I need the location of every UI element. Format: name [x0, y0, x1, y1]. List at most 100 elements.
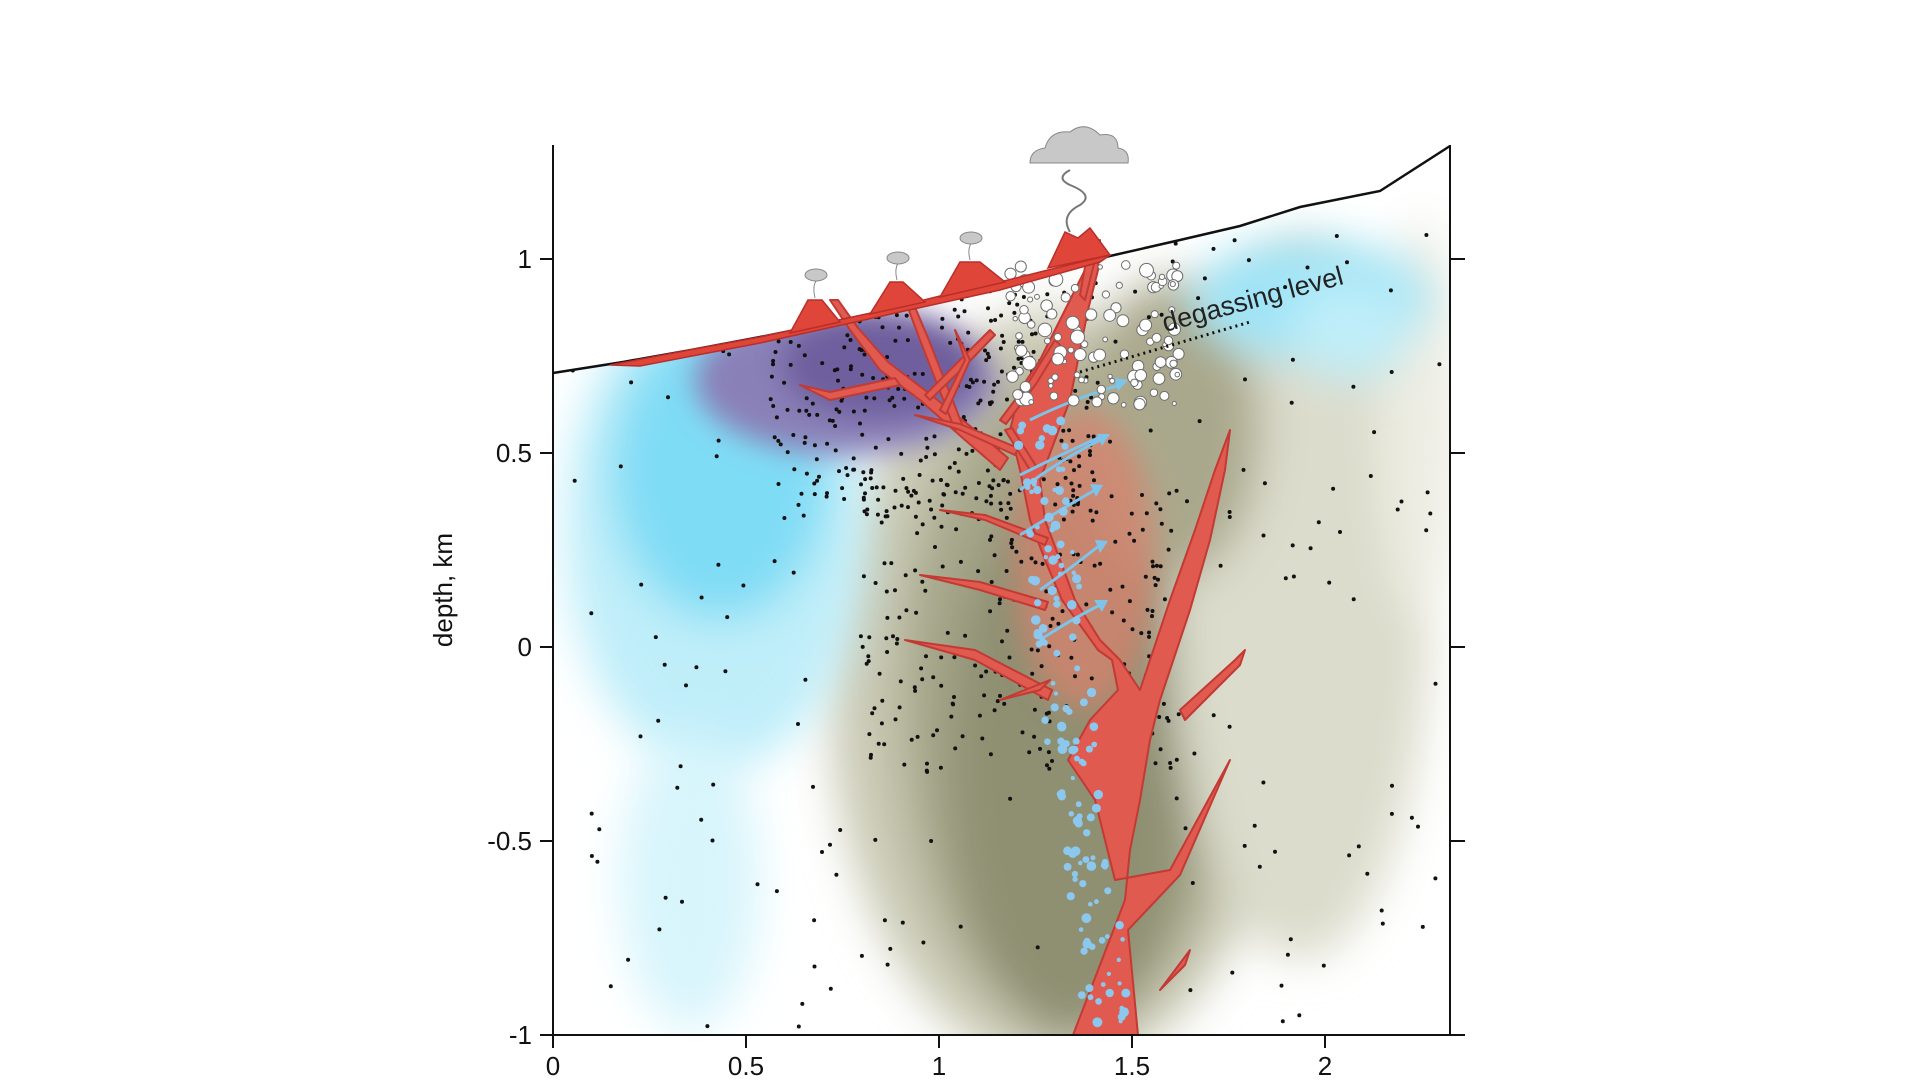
seismic-event — [989, 501, 994, 506]
seismic-event — [686, 241, 691, 246]
seismic-event — [793, 298, 798, 303]
seismic-event — [1009, 537, 1014, 542]
seismic-event — [998, 501, 1003, 506]
seismic-event — [888, 946, 893, 951]
seismic-event — [851, 456, 856, 461]
seismic-event — [771, 358, 776, 363]
seismic-event — [963, 485, 968, 490]
gas-bubble — [1067, 600, 1077, 610]
gas-bubble — [1071, 570, 1077, 576]
seismic-event — [982, 379, 987, 384]
seismic-event — [1033, 560, 1038, 565]
seismic-event — [839, 398, 844, 403]
gas-arrowhead — [1095, 540, 1108, 553]
seismic-event — [998, 346, 1003, 351]
gas-bubble — [1083, 829, 1091, 837]
seismic-event — [1380, 921, 1385, 926]
seismic-event — [1168, 765, 1173, 770]
seismic-event — [1086, 434, 1091, 439]
seismic-event — [1242, 843, 1247, 848]
gas-bubble — [1055, 466, 1062, 473]
gas-bubble — [1073, 755, 1080, 762]
seismic-event — [1174, 757, 1179, 762]
seismic-event — [985, 351, 990, 356]
y-tick-label: -1 — [509, 1020, 532, 1050]
seismic-event — [886, 437, 891, 442]
gas-bubble — [1079, 698, 1088, 707]
gas-bubble — [1098, 937, 1106, 944]
gas-bubble — [1050, 703, 1059, 712]
seismic-event — [872, 396, 877, 401]
seismic-event — [589, 811, 594, 816]
y-tick-label: 0 — [518, 632, 532, 662]
seismic-event — [710, 246, 715, 251]
seismic-event — [970, 448, 975, 453]
seismic-event — [913, 490, 918, 495]
seismic-event — [812, 918, 817, 923]
seismic-event — [1150, 559, 1155, 564]
vesicle — [1091, 396, 1103, 408]
vesicle — [1049, 391, 1059, 401]
seismic-event — [1073, 388, 1078, 393]
seismic-event — [867, 732, 872, 737]
seismic-event — [863, 491, 867, 496]
seismic-event — [1147, 630, 1151, 635]
gas-bubble — [1086, 813, 1095, 822]
seismic-event — [882, 742, 887, 747]
seismic-event — [845, 333, 850, 338]
seismic-event — [905, 338, 910, 343]
seismic-event — [927, 498, 932, 503]
seismic-event — [1032, 734, 1037, 739]
gas-bubbles — [1013, 416, 1131, 1028]
seismic-event — [1008, 796, 1013, 801]
seismic-event — [1088, 449, 1092, 454]
seismic-event — [1372, 430, 1377, 435]
seismic-event — [868, 755, 873, 760]
seismic-event — [699, 817, 704, 822]
seismic-event — [1055, 482, 1060, 487]
seismic-event — [1211, 246, 1216, 251]
seismic-event — [940, 325, 944, 330]
gas-bubble — [1042, 424, 1052, 433]
seismic-event — [998, 432, 1003, 437]
seismic-event — [653, 230, 658, 235]
seismic-event — [958, 559, 963, 564]
seismic-event — [796, 722, 800, 726]
seismic-event — [913, 514, 918, 519]
seismic-event — [1211, 713, 1216, 718]
seismic-event — [1261, 533, 1266, 538]
vesicle — [1046, 308, 1058, 320]
seismic-event — [1120, 584, 1125, 589]
vesicle — [1154, 356, 1167, 368]
gas-bubble — [1038, 623, 1048, 633]
seismic-event — [870, 486, 875, 490]
seismic-event — [618, 464, 623, 469]
seismic-event — [931, 675, 936, 680]
seismic-event — [884, 636, 889, 641]
gas-bubble — [1040, 496, 1049, 506]
seismic-event — [1000, 333, 1005, 338]
vesicle — [1012, 315, 1018, 322]
gas-bubble — [1078, 758, 1085, 765]
seismic-event — [1424, 528, 1429, 533]
seismic-event — [1048, 624, 1053, 628]
gas-bubble — [1074, 665, 1081, 672]
seismic-event — [672, 340, 677, 345]
seismic-event — [1241, 467, 1246, 472]
seismic-event — [741, 583, 746, 588]
seismic-event — [699, 595, 704, 600]
seismic-event — [710, 838, 715, 843]
seismic-event — [1016, 356, 1021, 361]
vesicle — [1073, 371, 1081, 379]
seismic-event — [1262, 481, 1267, 486]
seismic-event — [828, 842, 832, 847]
vesicle — [1133, 398, 1146, 411]
seismic-event — [1291, 574, 1296, 579]
seismic-event — [987, 484, 992, 489]
plume-3 — [959, 231, 983, 261]
seismic-event — [1157, 715, 1162, 719]
seismic-event — [918, 458, 923, 463]
seismic-event — [1158, 564, 1163, 569]
gas-bubble — [1049, 527, 1055, 533]
